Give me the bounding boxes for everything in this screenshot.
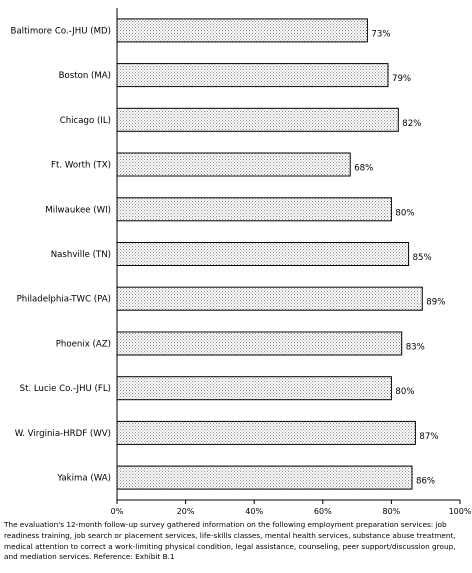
x-tick-label: 100% [449, 507, 472, 516]
bar [116, 420, 416, 445]
category-label: St. Lucie Co.-JHU (FL) [20, 384, 111, 394]
bar [116, 107, 399, 132]
value-label: 68% [354, 164, 373, 174]
bar [116, 152, 351, 177]
value-label: 85% [413, 253, 432, 263]
category-label: Boston (MA) [59, 71, 111, 81]
bar [116, 18, 368, 43]
value-label: 86% [416, 477, 435, 487]
x-tick-label: 60% [314, 507, 332, 516]
category-label: W. Virginia-HRDF (WV) [15, 429, 111, 439]
category-label: Philadelphia-TWC (PA) [17, 295, 111, 305]
category-label: Chicago (IL) [60, 116, 111, 126]
value-label: 82% [402, 119, 421, 129]
bar [116, 197, 392, 222]
value-label: 80% [395, 208, 414, 218]
footnote: The evaluation's 12-month follow-up surv… [4, 520, 456, 562]
bar-chart: Baltimore Co.-JHU (MD) 73% Boston (MA) 79% C… [11, 8, 472, 516]
bar [116, 63, 389, 88]
value-label: 80% [395, 387, 414, 397]
category-label: Milwaukee (WI) [45, 205, 111, 215]
category-label: Baltimore Co.-JHU (MD) [11, 26, 111, 36]
x-tick-label: 20% [177, 507, 195, 516]
x-tick-label: 0% [111, 507, 124, 516]
bar [116, 376, 392, 401]
value-label: 87% [419, 432, 438, 442]
bar [116, 286, 423, 311]
category-label: Nashville (TN) [51, 250, 111, 260]
value-label: 73% [371, 29, 390, 39]
category-label: Phoenix (AZ) [56, 340, 111, 350]
bar [116, 331, 403, 356]
value-label: 89% [426, 298, 445, 308]
x-tick-label: 40% [245, 507, 263, 516]
x-tick-label: 80% [383, 507, 401, 516]
category-label: Ft. Worth (TX) [51, 161, 111, 171]
bar [116, 242, 410, 266]
value-label: 83% [406, 343, 425, 353]
category-label: Yakima (WA) [56, 474, 111, 484]
bar [116, 465, 413, 490]
value-label: 79% [392, 74, 411, 84]
